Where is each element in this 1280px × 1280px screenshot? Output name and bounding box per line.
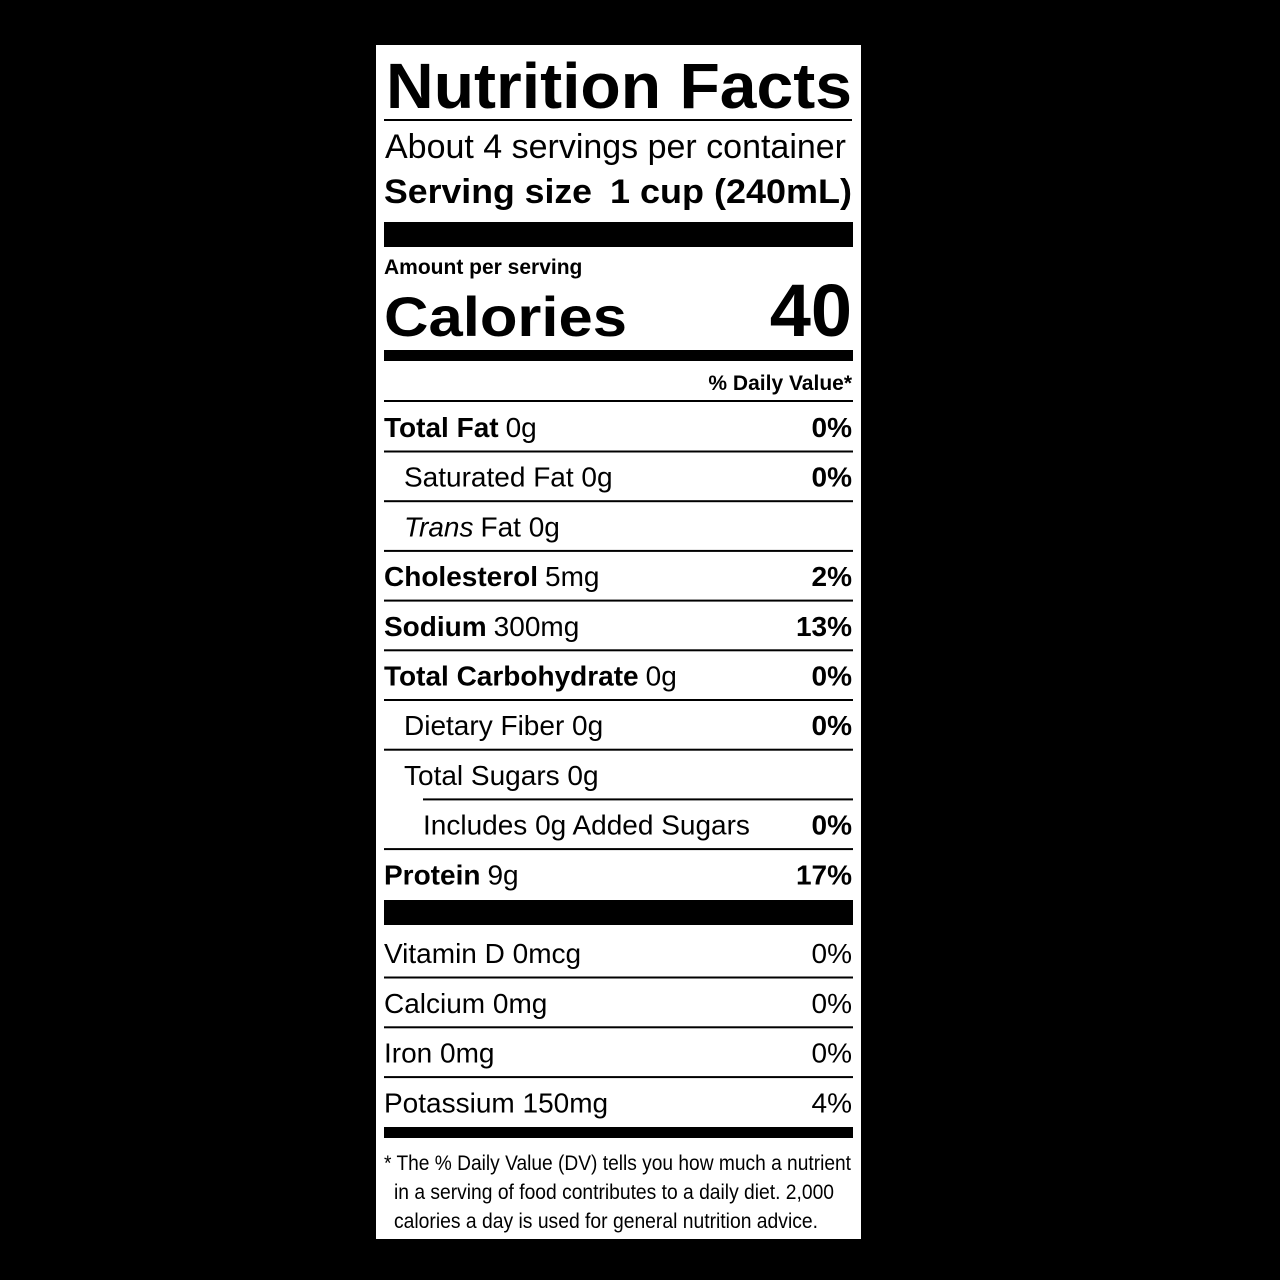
nutrient-label: Cholesterol 5mg xyxy=(384,561,600,592)
vitamin-name: Iron 0mg xyxy=(384,1038,495,1069)
nutrient-name: Fat 0g xyxy=(481,511,560,542)
rule xyxy=(384,848,853,851)
nutrient-dv: 2% xyxy=(812,561,853,592)
nutrient-name: Total Sugars 0g xyxy=(404,760,599,791)
thick-bar xyxy=(384,900,853,925)
rule xyxy=(384,599,853,602)
nutrient-name-italic: Trans xyxy=(404,511,474,542)
nutrient-dv: 0% xyxy=(812,412,853,443)
vitamin-name: Potassium 150mg xyxy=(384,1087,608,1118)
footnote-line: calories a day is used for general nutri… xyxy=(394,1210,818,1233)
nutrient-label: Total Fat 0g xyxy=(384,412,537,443)
rule xyxy=(384,748,853,751)
medium-bar xyxy=(384,350,853,361)
nutrient-label: Saturated Fat 0g xyxy=(404,462,613,493)
vitamin-dv: 0% xyxy=(812,1038,852,1069)
nutrient-amount: 0g xyxy=(506,412,537,443)
rule xyxy=(384,699,853,701)
vitamin-dv: 0% xyxy=(812,938,852,969)
nutrient-dv: 17% xyxy=(796,859,852,890)
nutrient-label: Trans Fat 0g xyxy=(404,511,560,542)
vitamin-name: Vitamin D 0mcg xyxy=(384,938,581,969)
footnote-line: * The % Daily Value (DV) tells you how m… xyxy=(384,1152,851,1175)
vitamin-name: Calcium 0mg xyxy=(384,988,547,1019)
nutrient-dv: 0% xyxy=(812,810,853,841)
servings: About 4 servings per container xyxy=(385,128,846,166)
nutrient-dv: 0% xyxy=(812,661,853,692)
footnote-line: in a serving of food contributes to a da… xyxy=(394,1181,834,1204)
nutrient-dv: 0% xyxy=(812,710,853,741)
rule xyxy=(384,1026,853,1029)
medium-bar xyxy=(384,1127,853,1138)
rule xyxy=(384,549,853,552)
nutrient-amount: 0g xyxy=(646,661,677,692)
calories-value: 40 xyxy=(770,269,852,352)
title: Nutrition Facts xyxy=(386,50,852,122)
nutrient-amount: 300mg xyxy=(494,611,580,642)
nutrient-label: Protein 9g xyxy=(384,859,519,890)
nutrient-label: Total Sugars 0g xyxy=(404,760,599,791)
nutrient-label: Includes 0g Added Sugars xyxy=(423,810,750,841)
daily-value-header: % Daily Value* xyxy=(708,372,852,395)
rule xyxy=(384,976,853,979)
rule xyxy=(384,400,853,402)
rule xyxy=(384,450,853,453)
amount-per-serving: Amount per serving xyxy=(384,256,582,279)
nutrient-label: Sodium 300mg xyxy=(384,611,579,642)
nutrient-name: Cholesterol xyxy=(384,561,538,592)
nutrient-amount: 9g xyxy=(487,859,518,890)
rule xyxy=(384,1076,853,1079)
rule xyxy=(423,798,853,801)
nutrient-name: Sodium xyxy=(384,611,487,642)
nutrient-name: Total Carbohydrate xyxy=(384,661,639,692)
nutrient-name: Protein xyxy=(384,859,480,890)
nutrient-name: Includes 0g Added Sugars xyxy=(423,810,750,841)
vitamin-dv: 4% xyxy=(812,1087,852,1118)
rule xyxy=(384,119,852,121)
rule xyxy=(384,649,853,652)
nutrient-name: Saturated Fat 0g xyxy=(404,462,613,493)
calories-label: Calories xyxy=(384,285,627,348)
serving-size-label: Serving size xyxy=(384,173,592,211)
nutrient-name: Dietary Fiber 0g xyxy=(404,710,603,741)
nutrient-name: Total Fat xyxy=(384,412,499,443)
serving-size-value: 1 cup (240mL) xyxy=(610,173,852,211)
nutrient-dv: 13% xyxy=(796,611,852,642)
rule xyxy=(384,500,853,503)
nutrient-label: Total Carbohydrate 0g xyxy=(384,661,677,692)
thick-bar xyxy=(384,222,853,247)
nutrient-dv: 0% xyxy=(812,462,853,493)
nutrient-label: Dietary Fiber 0g xyxy=(404,710,603,741)
nutrient-amount: 5mg xyxy=(545,561,599,592)
vitamin-dv: 0% xyxy=(812,988,852,1019)
